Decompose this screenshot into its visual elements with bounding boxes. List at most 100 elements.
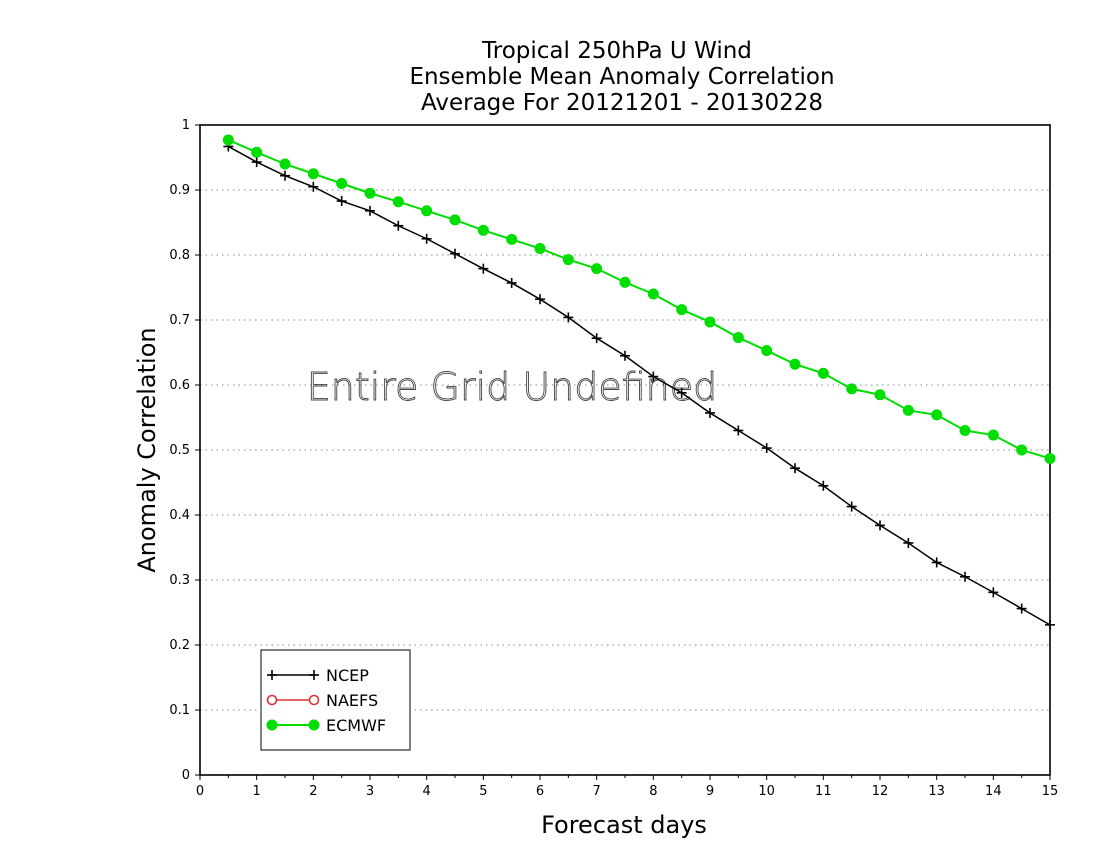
- point-ecmwf-14: [619, 276, 631, 288]
- point-ncep-20: [790, 463, 800, 474]
- x-axis-label: Forecast days: [541, 811, 707, 839]
- series-layer: [222, 134, 1056, 630]
- point-ecmwf-12: [562, 254, 574, 266]
- point-ncep-14: [620, 350, 630, 361]
- point-ncep-4: [336, 196, 347, 207]
- point-ncep-6: [393, 220, 404, 231]
- point-ncep-17: [705, 407, 715, 418]
- point-ncep-26: [960, 571, 970, 582]
- x-tick-label-2: 2: [309, 784, 317, 799]
- point-ecmwf-8: [449, 214, 461, 226]
- point-ecmwf-25: [931, 409, 943, 421]
- x-tick-label-11: 11: [815, 784, 832, 799]
- point-ecmwf-26: [959, 425, 971, 436]
- point-ncep-3: [308, 181, 319, 192]
- legend: NCEP NAEFS ECMWF: [260, 649, 411, 751]
- point-ecmwf-6: [392, 196, 404, 208]
- annotation-entire-grid-undefined: Entire Grid Undefined: [307, 365, 718, 409]
- point-ecmwf-17: [704, 316, 716, 328]
- legend-marker-start-naefs: [266, 694, 278, 706]
- legend-label-ncep: NCEP: [326, 666, 369, 685]
- point-ecmwf-5: [364, 187, 376, 199]
- y-tick-label-7: 0.7: [169, 313, 190, 328]
- grid-lines: [200, 189, 1050, 711]
- point-ecmwf-0: [222, 134, 234, 146]
- point-ncep-2: [280, 170, 290, 181]
- point-ecmwf-16: [676, 304, 688, 316]
- y-tick-label-4: 0.4: [169, 508, 190, 523]
- point-ncep-25: [931, 557, 942, 568]
- chart-title-line-2: Ensemble Mean Anomaly Correlation: [409, 64, 834, 90]
- point-ncep-7: [421, 233, 432, 244]
- y-tick-label-8: 0.8: [169, 248, 190, 263]
- y-tick-label-6: 0.6: [169, 378, 190, 393]
- series-line-ecmwf: [227, 139, 1051, 460]
- point-ecmwf-13: [591, 263, 603, 275]
- y-tick-label-2: 0.2: [169, 638, 190, 653]
- legend-label-naefs: NAEFS: [326, 691, 378, 710]
- y-tick-label-10: 1: [182, 118, 190, 133]
- legend-marker-start-ecmwf: [266, 719, 278, 731]
- point-ncep-27: [988, 587, 999, 598]
- x-tick-label-5: 5: [479, 784, 487, 799]
- x-tick-label-0: 0: [196, 784, 204, 799]
- plot-frame: [199, 124, 1051, 776]
- point-ecmwf-3: [307, 168, 319, 180]
- point-ncep-22: [846, 501, 857, 512]
- point-ecmwf-15: [647, 288, 659, 300]
- legend-marker-start-ncep: [267, 670, 277, 680]
- point-ecmwf-4: [336, 178, 348, 189]
- x-tick-label-13: 13: [928, 784, 945, 799]
- point-ncep-5: [365, 205, 375, 216]
- point-ecmwf-20: [789, 358, 801, 370]
- axes: 00.10.20.30.40.50.60.70.80.910 1 2 3 4 5 6 7 8 9 1…: [169, 118, 1058, 799]
- point-ecmwf-1: [251, 146, 263, 158]
- x-tick-label-8: 8: [649, 784, 657, 799]
- point-ecmwf-19: [761, 345, 773, 357]
- point-ecmwf-28: [1016, 444, 1028, 456]
- point-ncep-1: [251, 157, 262, 168]
- point-ncep-24: [903, 537, 914, 548]
- point-ncep-29: [1045, 619, 1055, 630]
- y-tick-label-5: 0.5: [169, 443, 190, 458]
- point-ncep-10: [506, 277, 517, 288]
- point-ecmwf-2: [279, 158, 291, 170]
- point-ecmwf-24: [902, 404, 914, 416]
- point-ecmwf-21: [817, 367, 829, 379]
- legend-marker-end-naefs: [308, 694, 320, 706]
- point-ncep-23: [875, 520, 885, 531]
- point-ncep-9: [478, 263, 489, 274]
- point-ecmwf-9: [477, 224, 489, 236]
- legend-marker-end-ecmwf: [308, 719, 320, 731]
- chart-title-line-3: Average For 20121201 - 20130228: [421, 90, 823, 116]
- x-tick-label-15: 15: [1042, 784, 1059, 799]
- x-tick-label-9: 9: [706, 784, 714, 799]
- point-ncep-12: [563, 312, 574, 323]
- point-ecmwf-22: [846, 383, 858, 395]
- point-ncep-16: [676, 387, 687, 398]
- annotation-layer: Entire Grid Undefined: [306, 365, 718, 410]
- x-tick-label-14: 14: [985, 784, 1002, 799]
- chart-title-line-1: Tropical 250hPa U Wind: [481, 38, 752, 64]
- x-tick-label-12: 12: [872, 784, 889, 799]
- y-tick-label-0: 0: [182, 768, 190, 783]
- point-ecmwf-10: [506, 233, 518, 245]
- y-tick-label-3: 0.3: [169, 573, 190, 588]
- x-tick-label-6: 6: [536, 784, 544, 799]
- y-tick-label-1: 0.1: [169, 703, 190, 718]
- y-tick-label-9: 0.9: [169, 183, 190, 198]
- point-ecmwf-27: [987, 429, 999, 441]
- point-ecmwf-23: [874, 389, 886, 401]
- point-ecmwf-18: [732, 332, 744, 344]
- point-ncep-18: [733, 425, 744, 436]
- point-ncep-11: [535, 294, 545, 305]
- legend-marker-end-ncep: [309, 670, 319, 680]
- point-ncep-8: [450, 248, 460, 259]
- point-ecmwf-7: [421, 205, 433, 217]
- point-ncep-28: [1016, 603, 1027, 614]
- x-tick-label-3: 3: [366, 784, 374, 799]
- point-ncep-15: [648, 371, 659, 382]
- x-tick-label-1: 1: [253, 784, 261, 799]
- point-ncep-13: [591, 333, 602, 344]
- series-line-ncep: [227, 145, 1051, 626]
